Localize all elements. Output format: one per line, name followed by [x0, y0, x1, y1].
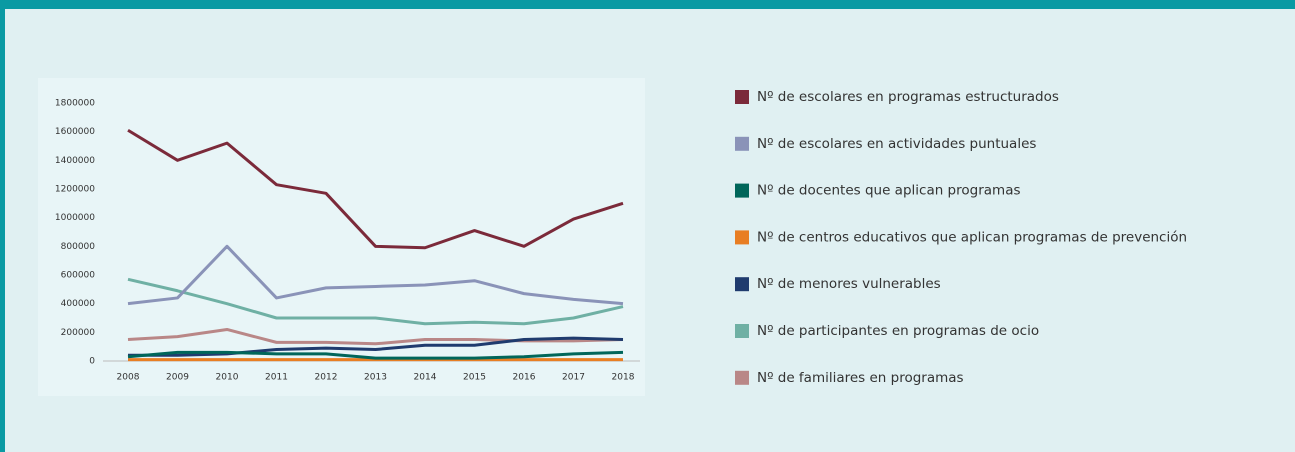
x-tick-label: 2015 [463, 373, 486, 383]
y-tick-label: 0 [89, 357, 95, 367]
legend-label: Nº de escolares en programas estructurad… [757, 89, 1059, 105]
legend-label: Nº de familiares en programas [757, 370, 964, 386]
y-tick-label: 1600000 [55, 127, 95, 137]
x-tick-label: 2011 [265, 373, 288, 383]
x-tick-label: 2018 [612, 373, 635, 383]
legend-label: Nº de centros educativos que aplican pro… [757, 229, 1187, 245]
legend-swatch [735, 183, 749, 198]
series-line [127, 128, 624, 250]
series-line [127, 277, 624, 326]
y-tick-label: 1200000 [55, 185, 95, 195]
series-line [127, 244, 624, 306]
legend-swatch [735, 136, 749, 151]
legend-swatch [735, 230, 749, 245]
y-tick-label: 1800000 [55, 99, 95, 109]
series-line [128, 336, 624, 357]
series-line [127, 350, 624, 360]
legend-label: Nº de escolares en actividades puntuales [757, 136, 1036, 152]
legend-swatch [735, 90, 749, 104]
x-tick-label: 2013 [364, 373, 387, 383]
legend-label: Nº de menores vulnerables [757, 276, 941, 292]
legend-swatch [735, 324, 749, 338]
series-line [127, 327, 624, 346]
legend-label: Nº de docentes que aplican programas [757, 183, 1021, 199]
x-tick-label: 2012 [315, 373, 338, 383]
x-tick-label: 2017 [562, 373, 585, 383]
x-tick-label: 2009 [166, 373, 189, 383]
y-tick-label: 800000 [61, 242, 96, 252]
y-tick-label: 200000 [61, 328, 96, 338]
x-tick-label: 2014 [414, 373, 437, 383]
x-tick-label: 2016 [513, 373, 536, 383]
x-tick-label: 2010 [216, 373, 239, 383]
y-tick-label: 400000 [61, 299, 96, 309]
legend-swatch [735, 277, 749, 292]
y-tick-label: 600000 [61, 271, 96, 281]
y-tick-label: 1000000 [55, 213, 95, 223]
y-tick-label: 1400000 [55, 156, 95, 166]
x-tick-label: 2008 [117, 373, 140, 383]
legend-swatch [735, 370, 749, 385]
legend-label: Nº de participantes en programas de ocio [757, 323, 1039, 339]
